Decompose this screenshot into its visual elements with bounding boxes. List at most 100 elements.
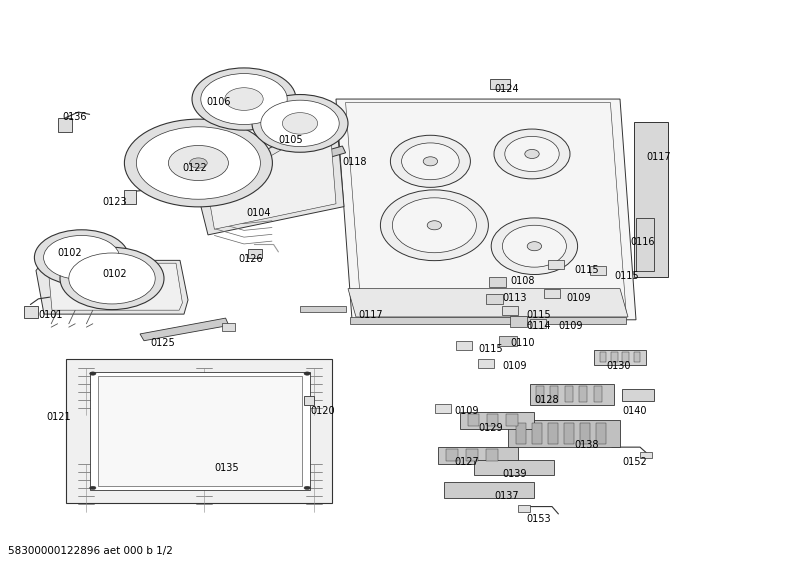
Polygon shape <box>548 423 558 444</box>
Text: 0127: 0127 <box>454 457 479 468</box>
Polygon shape <box>636 218 654 271</box>
Ellipse shape <box>525 149 539 158</box>
Polygon shape <box>350 317 626 324</box>
Text: 0116: 0116 <box>630 237 655 247</box>
Ellipse shape <box>402 143 459 179</box>
Bar <box>24 306 38 318</box>
Polygon shape <box>532 423 542 444</box>
Polygon shape <box>304 396 314 405</box>
Polygon shape <box>548 260 564 269</box>
Text: 0153: 0153 <box>526 514 551 524</box>
Ellipse shape <box>190 158 207 168</box>
Polygon shape <box>516 423 526 444</box>
Ellipse shape <box>201 74 287 125</box>
Polygon shape <box>438 447 518 464</box>
Polygon shape <box>502 306 518 315</box>
Text: 58300000122896 aet 000 b 1/2: 58300000122896 aet 000 b 1/2 <box>8 546 173 556</box>
Ellipse shape <box>136 127 260 199</box>
Text: 0124: 0124 <box>494 84 519 94</box>
Text: 0106: 0106 <box>206 97 231 108</box>
Polygon shape <box>336 99 636 320</box>
Polygon shape <box>565 386 573 402</box>
Text: 0117: 0117 <box>646 152 671 162</box>
Polygon shape <box>580 423 590 444</box>
Polygon shape <box>474 460 554 475</box>
Polygon shape <box>530 319 546 328</box>
Text: 0138: 0138 <box>574 440 599 451</box>
Text: 0113: 0113 <box>502 293 527 303</box>
Text: 0101: 0101 <box>38 310 63 320</box>
Polygon shape <box>490 79 510 89</box>
Polygon shape <box>489 277 506 287</box>
Ellipse shape <box>427 221 442 230</box>
Polygon shape <box>564 423 574 444</box>
Polygon shape <box>596 423 606 444</box>
Text: 0123: 0123 <box>102 197 127 207</box>
Polygon shape <box>478 359 494 368</box>
Text: 0126: 0126 <box>238 254 263 264</box>
Text: 0118: 0118 <box>342 157 367 168</box>
Polygon shape <box>510 316 527 327</box>
Ellipse shape <box>502 225 566 267</box>
Polygon shape <box>611 352 618 362</box>
Ellipse shape <box>125 119 272 207</box>
Text: 0128: 0128 <box>534 395 559 405</box>
Text: 0115: 0115 <box>614 271 639 281</box>
Text: 0104: 0104 <box>246 208 271 218</box>
Polygon shape <box>594 350 646 365</box>
Ellipse shape <box>304 372 310 375</box>
Polygon shape <box>435 404 451 413</box>
Polygon shape <box>622 389 654 401</box>
Ellipse shape <box>34 230 129 285</box>
Text: 0137: 0137 <box>494 491 519 501</box>
Text: 0130: 0130 <box>606 361 631 371</box>
Bar <box>248 249 262 258</box>
Ellipse shape <box>90 372 96 375</box>
Ellipse shape <box>491 218 578 275</box>
Polygon shape <box>348 289 628 317</box>
Polygon shape <box>536 386 544 402</box>
Ellipse shape <box>494 129 570 179</box>
Text: 0109: 0109 <box>558 321 583 332</box>
Text: 0152: 0152 <box>622 457 647 468</box>
Polygon shape <box>196 113 344 235</box>
Polygon shape <box>98 376 302 486</box>
Text: 0102: 0102 <box>102 269 127 279</box>
Polygon shape <box>487 414 498 426</box>
Ellipse shape <box>252 95 348 152</box>
Polygon shape <box>466 449 478 461</box>
Bar <box>222 323 235 331</box>
Text: 0105: 0105 <box>278 135 303 145</box>
Text: 0109: 0109 <box>566 293 591 303</box>
Text: 0115: 0115 <box>526 310 551 320</box>
Polygon shape <box>460 412 534 429</box>
Ellipse shape <box>505 136 559 171</box>
Text: 0114: 0114 <box>526 321 551 332</box>
Bar <box>640 452 652 458</box>
Ellipse shape <box>282 113 318 134</box>
Polygon shape <box>499 336 517 346</box>
Polygon shape <box>544 289 560 298</box>
Polygon shape <box>634 122 668 277</box>
Text: 0109: 0109 <box>502 361 527 371</box>
Polygon shape <box>506 414 518 426</box>
Polygon shape <box>90 372 310 490</box>
Polygon shape <box>590 266 606 275</box>
Polygon shape <box>140 318 229 341</box>
Text: 0122: 0122 <box>182 163 207 173</box>
Text: 0102: 0102 <box>58 248 82 258</box>
Ellipse shape <box>60 247 164 310</box>
Text: 0135: 0135 <box>214 463 239 473</box>
Text: 0139: 0139 <box>502 469 527 479</box>
Polygon shape <box>468 414 479 426</box>
Ellipse shape <box>43 235 120 280</box>
Polygon shape <box>508 420 620 447</box>
Ellipse shape <box>261 100 339 147</box>
Polygon shape <box>600 352 606 362</box>
Text: 0136: 0136 <box>62 112 87 122</box>
Text: 0117: 0117 <box>358 310 383 320</box>
Bar <box>124 190 136 204</box>
Ellipse shape <box>192 68 296 130</box>
Ellipse shape <box>225 88 263 110</box>
Polygon shape <box>444 482 534 498</box>
